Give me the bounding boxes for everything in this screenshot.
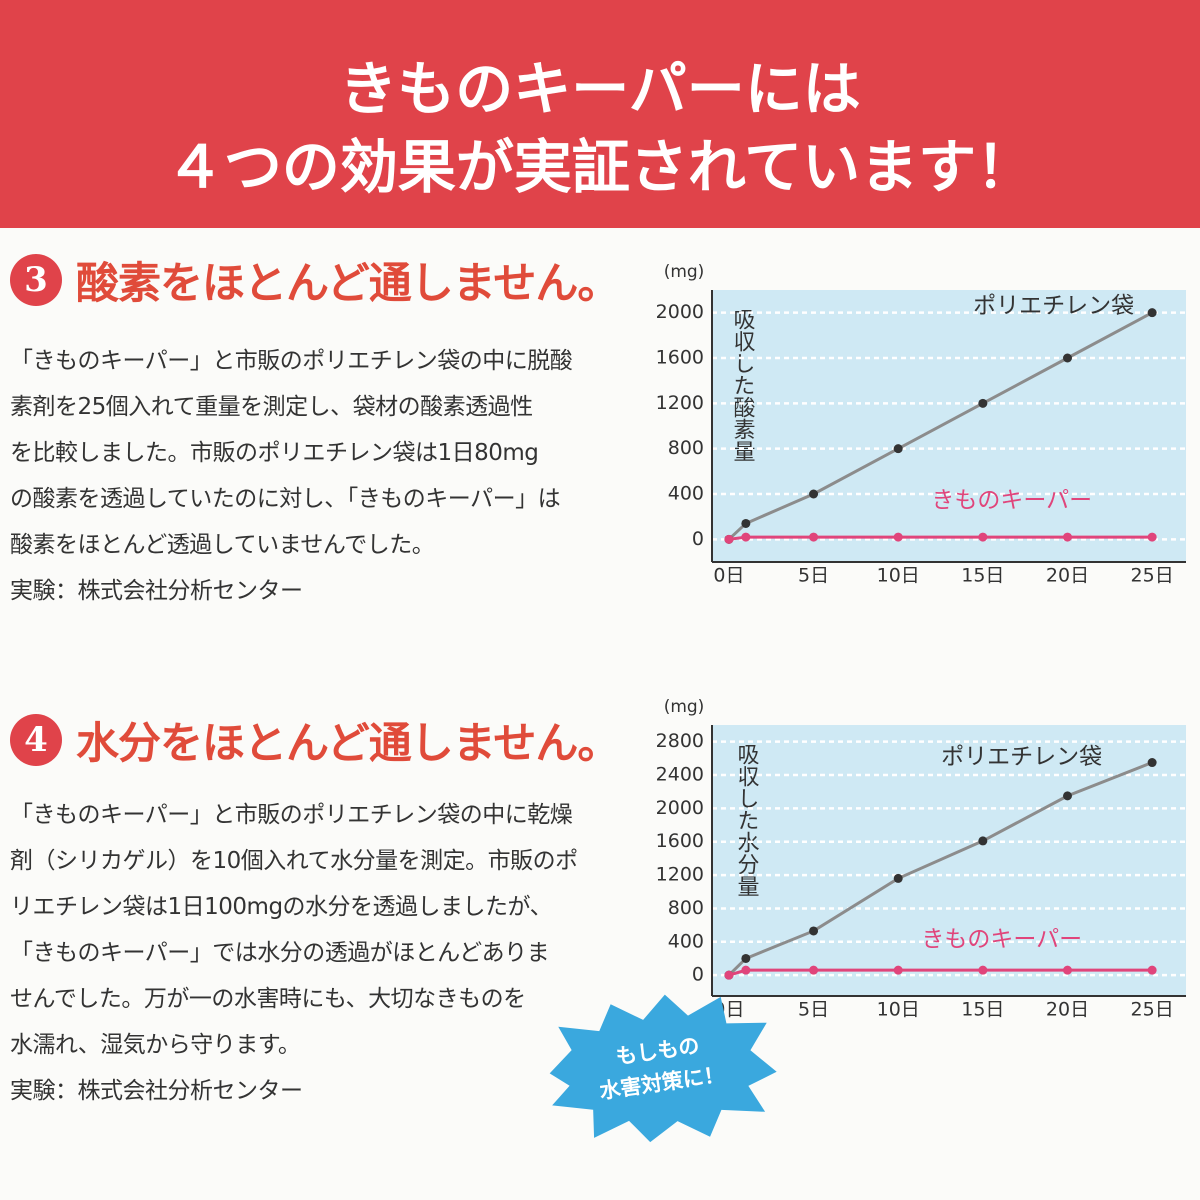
x-tick-label: 10日 (877, 999, 920, 1021)
point (893, 965, 903, 975)
y-tick-label: 2800 (656, 730, 704, 752)
badge: もしもの 水害対策に！ (549, 994, 777, 1143)
point (741, 518, 751, 528)
header-line: ４つの効果が実証されています！ (165, 133, 1035, 201)
point (978, 532, 988, 542)
body-line: リエチレン袋は1日100mgの水分を透過しましたが、 (10, 894, 553, 920)
header-line: きものキーパーには (339, 55, 861, 123)
section-heading: 水分をほとんど通しません。 (76, 719, 620, 769)
body-line: 酸素をほとんど透過していませんでした。 (10, 532, 435, 558)
body-line: の酸素を透過していたのに対し、「きものキーパー」は (10, 486, 561, 512)
section-head: 4 水分をほとんど通しません。 (10, 708, 650, 772)
point (724, 970, 734, 980)
body-line: を比較しました。市販のポリエチレン袋は1日80mg (10, 440, 539, 466)
point (893, 532, 903, 542)
body-line: せんでした。万が一の水害時にも、大切なきものを (10, 986, 526, 1012)
point (741, 532, 751, 542)
x-tick-label: 10日 (877, 565, 920, 587)
point (809, 489, 819, 499)
plot-area (712, 290, 1186, 562)
y-tick-label: 1200 (656, 392, 704, 414)
point (893, 873, 903, 883)
y-tick-label: 800 (668, 437, 704, 459)
section-number: 3 (10, 254, 62, 306)
y-tick-label: 1600 (656, 347, 704, 369)
point (809, 965, 819, 975)
point (1147, 758, 1157, 768)
section: 3 酸素をほとんど通しません。 「きものキーパー」と市販のポリエチレン袋の中に脱酸… (10, 248, 650, 614)
point (741, 953, 751, 963)
series-label: きものキーパー (931, 488, 1092, 514)
point (978, 836, 988, 846)
unit-label: (mg) (664, 262, 705, 282)
plot-area (712, 725, 1186, 996)
body-line: 剤（シリカゲル）を10個入れて水分量を測定。市販のポ (10, 848, 578, 874)
body-line: 「きものキーパー」と市販のポリエチレン袋の中に脱酸 (10, 348, 573, 374)
point (1063, 532, 1072, 542)
point (1063, 791, 1072, 801)
y-tick-label: 1200 (656, 864, 704, 886)
x-tick-label: 20日 (1046, 999, 1089, 1021)
y-tick-label: 2400 (656, 764, 704, 786)
point (1147, 308, 1157, 318)
point (1147, 532, 1157, 542)
point (1147, 965, 1157, 975)
y-tick-label: 0 (692, 964, 704, 986)
y-tick-label: 400 (668, 483, 704, 505)
header: きものキーパーには ４つの効果が実証されています！ (0, 0, 1200, 228)
series-label: ポリエチレン袋 (973, 293, 1134, 319)
y-tick-label: 400 (668, 930, 704, 952)
point (893, 444, 903, 454)
point (809, 532, 819, 542)
y-tick-label: 2000 (656, 797, 704, 819)
section: 4 水分をほとんど通しません。 「きものキーパー」と市販のポリエチレン袋の中に乾燥… (10, 708, 650, 1114)
x-tick-label: 25日 (1131, 565, 1174, 587)
y-tick-label: 800 (668, 897, 704, 919)
point (809, 926, 819, 936)
x-tick-label: 5日 (798, 565, 829, 587)
x-tick-label: 15日 (961, 565, 1004, 587)
point (978, 965, 988, 975)
y-tick-label: 2000 (656, 301, 704, 323)
point (978, 398, 988, 408)
y-axis-label: 吸収した水分量 (734, 743, 760, 897)
section-body: 「きものキーパー」と市販のポリエチレン袋の中に乾燥 剤（シリカゲル）を10個入れて… (10, 792, 650, 1114)
x-tick-label: 5日 (798, 999, 829, 1021)
body-line: 水濡れ、湿気から守ります。 (10, 1032, 301, 1058)
section-number: 4 (10, 714, 62, 766)
y-axis-label: 吸収した酸素量 (730, 308, 755, 462)
body-line: 「きものキーパー」では水分の透過がほとんどありま (10, 940, 550, 966)
point (741, 965, 751, 975)
section-head: 3 酸素をほとんど通しません。 (10, 248, 650, 312)
unit-label: (mg) (664, 697, 705, 717)
y-tick-label: 0 (692, 528, 704, 550)
y-tick-label: 1600 (656, 830, 704, 852)
point (724, 534, 734, 544)
body-line: 「きものキーパー」と市販のポリエチレン袋の中に乾燥 (10, 802, 573, 828)
series-label: きものキーパー (921, 927, 1082, 953)
point (1063, 353, 1072, 363)
point (1063, 965, 1072, 975)
source-line: 実験：株式会社分析センター (10, 1078, 303, 1104)
x-tick-label: 20日 (1046, 565, 1089, 587)
source-line: 実験：株式会社分析センター (10, 578, 303, 604)
section-heading: 酸素をほとんど通しません。 (76, 259, 620, 309)
badge-shape (549, 994, 777, 1143)
body-line: 素剤を25個入れて重量を測定し、袋材の酸素透過性 (10, 394, 533, 420)
series-label: ポリエチレン袋 (941, 744, 1102, 770)
x-tick-label: 15日 (961, 999, 1004, 1021)
x-tick-label: 0日 (713, 565, 744, 587)
section-body: 「きものキーパー」と市販のポリエチレン袋の中に脱酸 素剤を25個入れて重量を測定し… (10, 338, 650, 614)
x-tick-label: 25日 (1131, 999, 1174, 1021)
